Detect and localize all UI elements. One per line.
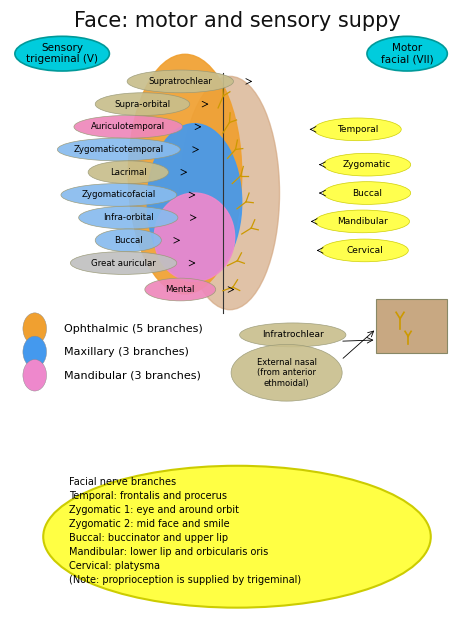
Text: Buccal: Buccal (114, 236, 143, 245)
Ellipse shape (180, 76, 280, 310)
Circle shape (23, 360, 46, 391)
Ellipse shape (57, 138, 180, 161)
Text: Zygomatic: Zygomatic (343, 160, 391, 169)
Text: Great auricular: Great auricular (91, 258, 156, 267)
Text: Maxillary (3 branches): Maxillary (3 branches) (64, 347, 190, 357)
FancyBboxPatch shape (376, 299, 447, 353)
Ellipse shape (127, 70, 234, 93)
Ellipse shape (15, 36, 109, 71)
Text: Mental: Mental (165, 285, 195, 294)
Ellipse shape (321, 239, 408, 262)
Text: Zygomaticofacial: Zygomaticofacial (82, 190, 156, 200)
Ellipse shape (79, 206, 178, 229)
Ellipse shape (128, 54, 242, 294)
Text: Ophthalmic (5 branches): Ophthalmic (5 branches) (64, 324, 203, 334)
Ellipse shape (95, 229, 161, 252)
Ellipse shape (367, 36, 447, 71)
Text: External nasal
(from anterior
ethmoidal): External nasal (from anterior ethmoidal) (256, 358, 317, 387)
Ellipse shape (231, 344, 342, 401)
Text: Temporal: frontalis and procerus: Temporal: frontalis and procerus (69, 491, 227, 501)
Ellipse shape (74, 116, 182, 138)
Ellipse shape (71, 252, 177, 274)
Text: Mandibular: lower lip and orbicularis oris: Mandibular: lower lip and orbicularis or… (69, 547, 268, 557)
Text: Mandibular: Mandibular (337, 217, 388, 226)
Circle shape (23, 313, 46, 344)
Text: Infratrochlear: Infratrochlear (262, 331, 324, 339)
Ellipse shape (323, 154, 410, 176)
Text: Facial nerve branches: Facial nerve branches (69, 478, 176, 487)
Text: Sensory
trigeminal (V): Sensory trigeminal (V) (26, 43, 98, 64)
Text: Supratrochlear: Supratrochlear (148, 77, 212, 86)
Text: Temporal: Temporal (337, 125, 378, 134)
Text: Face: motor and sensory suppy: Face: motor and sensory suppy (73, 11, 401, 31)
Ellipse shape (88, 161, 168, 183)
Ellipse shape (147, 124, 242, 281)
Ellipse shape (61, 183, 177, 206)
Text: Zygomatic 1: eye and around orbit: Zygomatic 1: eye and around orbit (69, 505, 239, 515)
Text: Zygomaticotemporal: Zygomaticotemporal (74, 145, 164, 154)
Text: Motor
facial (VII): Motor facial (VII) (381, 43, 433, 64)
Circle shape (23, 336, 46, 368)
Ellipse shape (315, 210, 410, 233)
Text: Mandibular (3 branches): Mandibular (3 branches) (64, 370, 201, 380)
Text: Cervical: Cervical (346, 246, 383, 255)
Text: Lacrimal: Lacrimal (110, 167, 146, 177)
Ellipse shape (43, 466, 431, 607)
Text: Buccal: Buccal (352, 188, 382, 198)
Text: Cervical: platysma: Cervical: platysma (69, 561, 160, 571)
Text: Buccal: buccinator and upper lip: Buccal: buccinator and upper lip (69, 533, 228, 543)
Ellipse shape (145, 278, 216, 301)
Ellipse shape (239, 323, 346, 347)
Text: Infra-orbital: Infra-orbital (103, 213, 154, 222)
Text: Supra-orbital: Supra-orbital (114, 100, 171, 109)
Ellipse shape (314, 118, 401, 141)
Text: Zygomatic 2: mid face and smile: Zygomatic 2: mid face and smile (69, 519, 230, 529)
Text: Auriculotemporal: Auriculotemporal (91, 123, 165, 131)
Ellipse shape (323, 181, 410, 204)
Ellipse shape (155, 193, 235, 281)
Text: (Note: proprioception is supplied by trigeminal): (Note: proprioception is supplied by tri… (69, 574, 301, 585)
Ellipse shape (95, 93, 190, 116)
